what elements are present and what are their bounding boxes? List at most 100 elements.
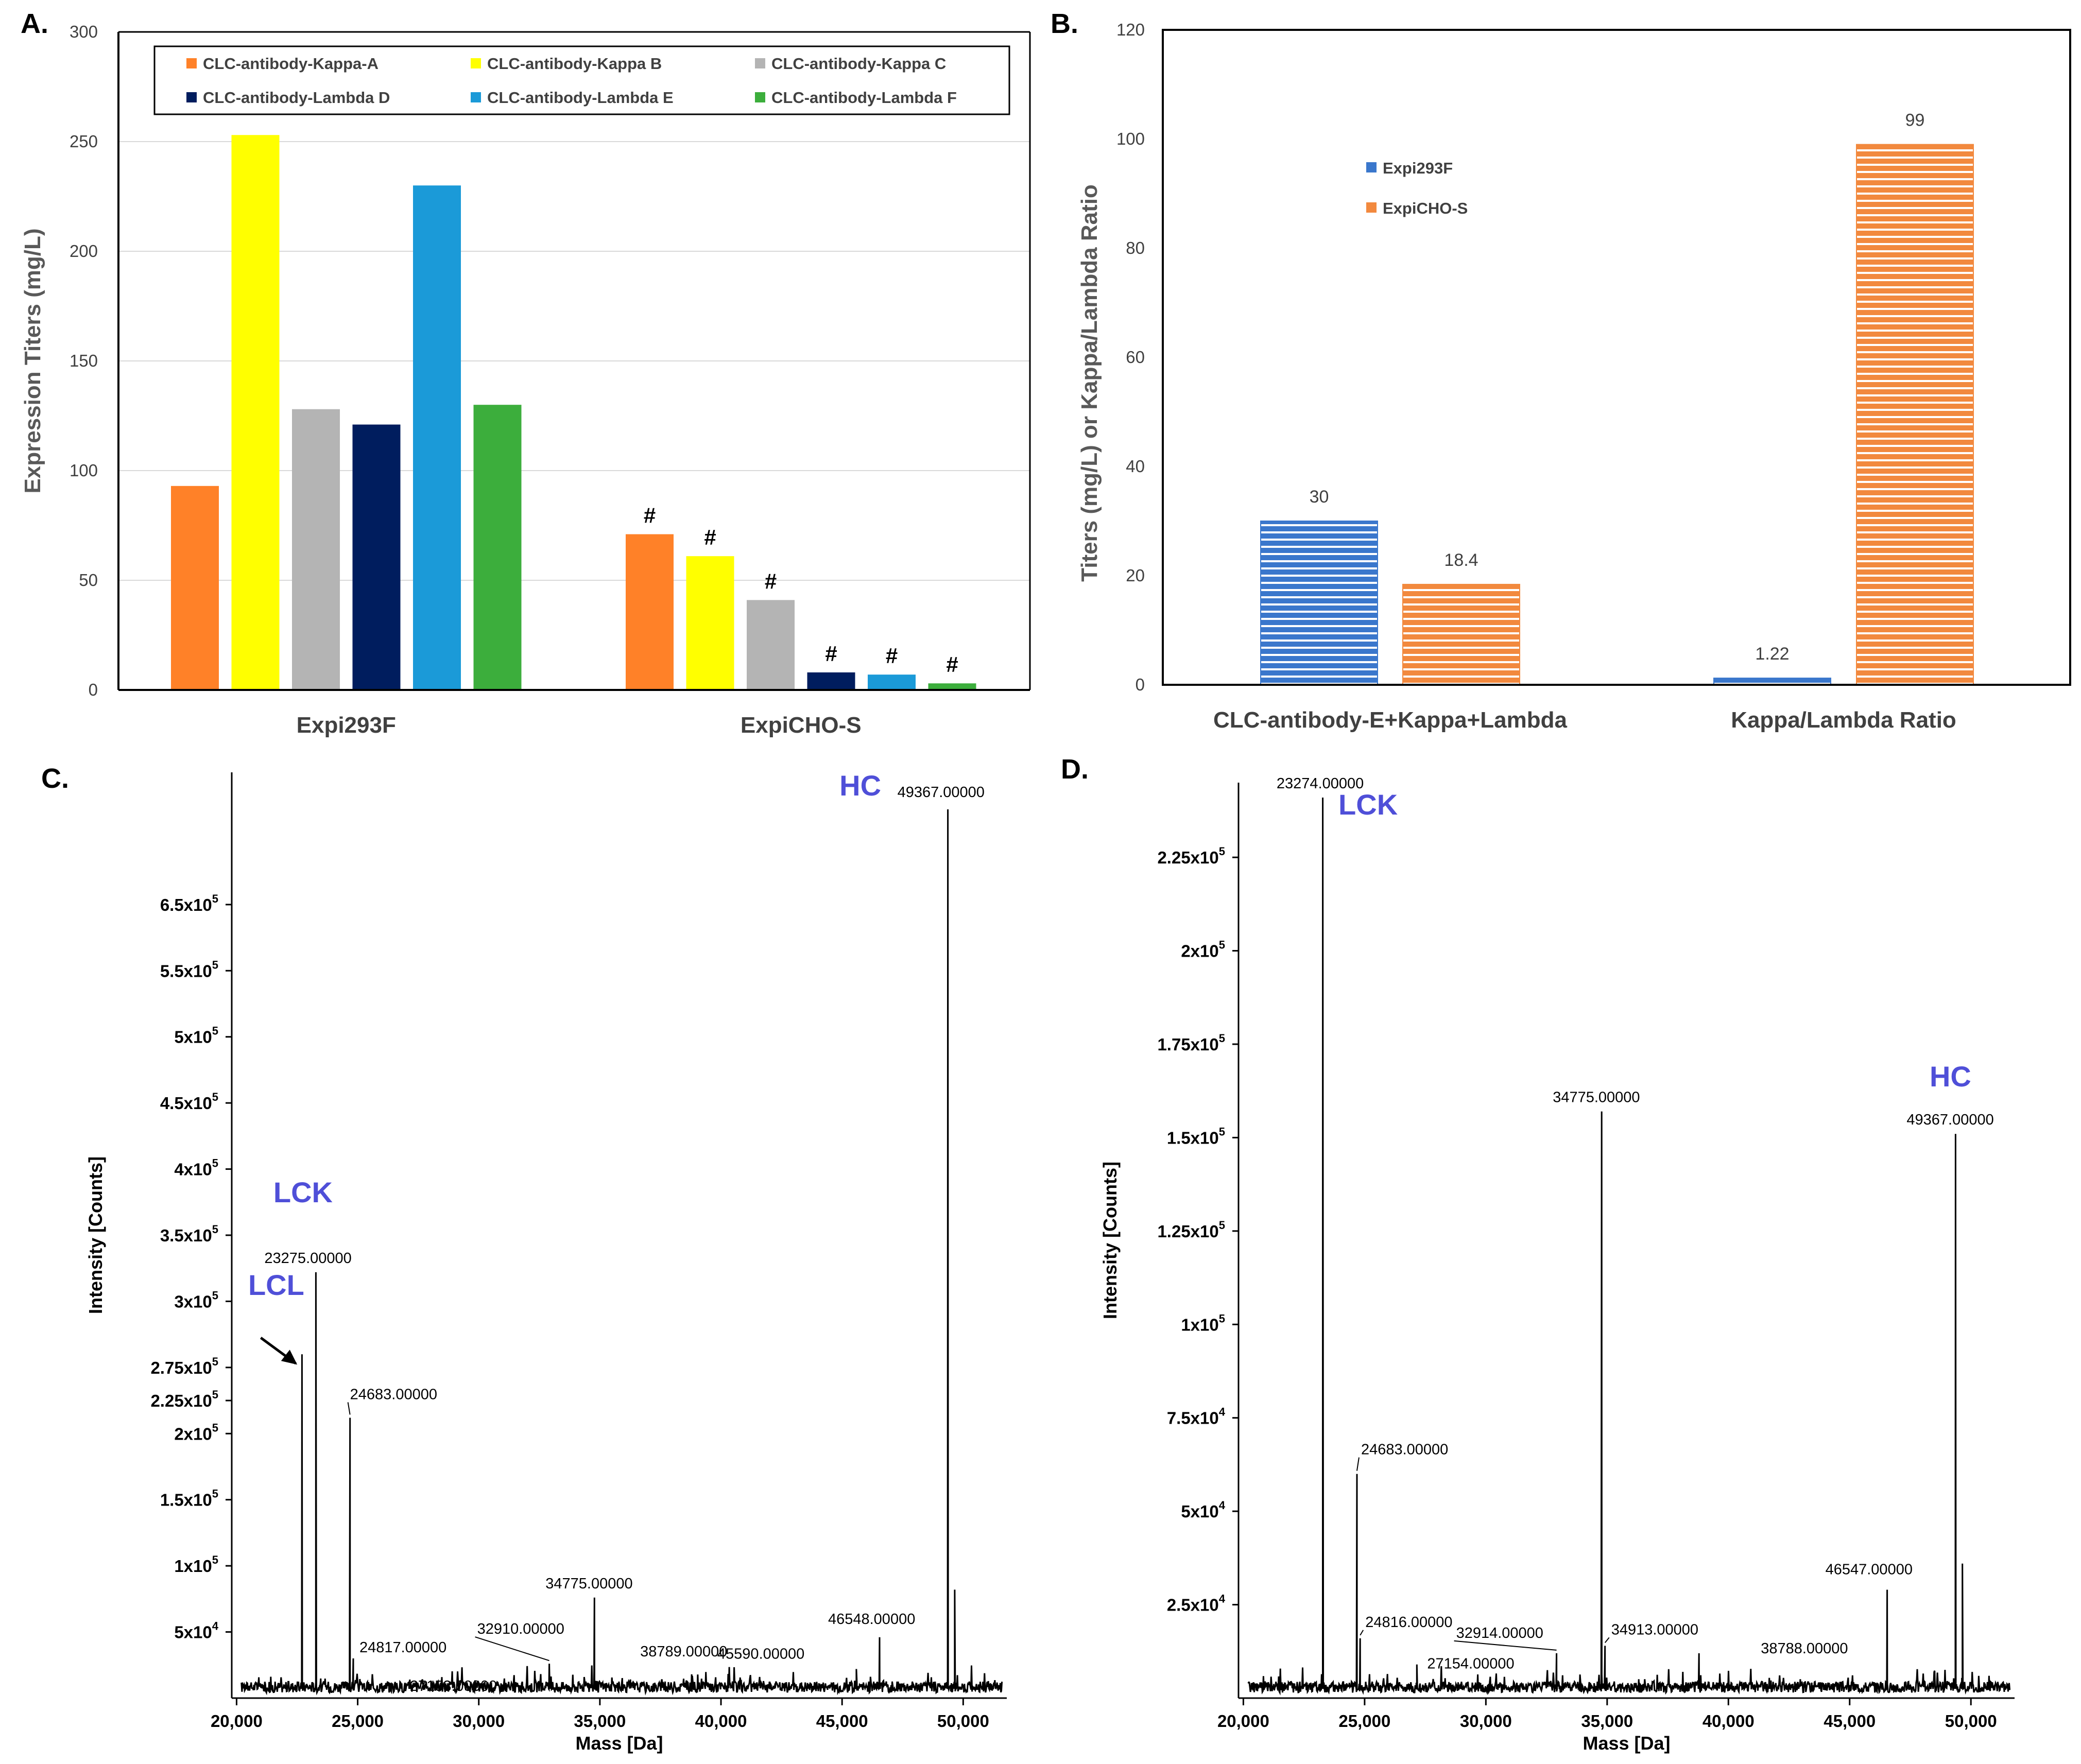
C-plot-y-tick-label: 5x104 <box>174 1620 218 1642</box>
C-plot-y-tick-label: 5x105 <box>174 1025 218 1047</box>
a-bar-clc-antibody-lambda-f-expicho-s <box>928 683 976 690</box>
a-legend-entry: CLC-antibody-Kappa-A <box>203 55 379 73</box>
D-plot-peak-label: 23274.00000 <box>1277 775 1364 792</box>
b-y-tick-label: 40 <box>1126 457 1145 476</box>
C-plot-annotation-hc: HC <box>839 769 881 802</box>
C-plot-x-tick-label: 35,000 <box>574 1711 626 1731</box>
C-plot-y-tick-label: 4.5x105 <box>160 1091 218 1113</box>
a-bar-clc-antibody-kappa-b-expicho-s <box>686 556 734 690</box>
C-plot-x-tick-label: 30,000 <box>453 1711 505 1731</box>
C-plot-x-tick-label: 50,000 <box>937 1711 989 1731</box>
C-plot-annotation-lcl: LCL <box>248 1269 304 1301</box>
C-plot-peak-leader <box>475 1636 549 1662</box>
C-plot-peak-label: 32910.00000 <box>477 1621 564 1637</box>
b-y-tick-label: 60 <box>1126 348 1145 367</box>
D-plot-x-tick-label: 45,000 <box>1824 1711 1876 1731</box>
a-legend-entry: CLC-antibody-Kappa B <box>487 55 662 73</box>
C-plot-peak-label: 46548.00000 <box>828 1611 915 1628</box>
b-bar-expicho-s-kappa-lambda-ratio <box>1856 144 1974 686</box>
a-legend-swatch <box>186 92 197 102</box>
D-plot-peak-leader <box>1360 1630 1364 1636</box>
panel-c-mass-spectrum: C. 20,000 25,000 30,000 35,000 40,000 45,000 5… <box>41 763 1007 1754</box>
D-plot-annotation-lck: LCK <box>1338 788 1398 821</box>
a-bar-clc-antibody-kappa-a-expicho-s <box>626 534 674 690</box>
C-plot-y-tick-label: 6.5x105 <box>160 892 218 914</box>
C-plot-y-axis-label: Intensity [Counts] <box>85 1156 106 1314</box>
C-plot-y-tick-label: 5.5x105 <box>160 958 218 980</box>
C-plot-y-tick-label: 1x105 <box>174 1553 218 1576</box>
a-bar-clc-antibody-kappa-b-expi293f <box>231 135 280 690</box>
a-legend-swatch <box>186 58 197 68</box>
C-plot-y-tick-label: 3x105 <box>174 1289 218 1311</box>
C-plot-y-tick-label: 2.25x105 <box>150 1388 218 1410</box>
a-bar-clc-antibody-lambda-e-expi293f <box>413 185 461 690</box>
D-plot-peak-label: 34913.00000 <box>1611 1621 1698 1638</box>
C-plot-y-tick-label: 2x105 <box>174 1421 218 1443</box>
a-legend-entry: CLC-antibody-Lambda E <box>487 89 674 107</box>
a-y-tick-label: 50 <box>79 570 98 590</box>
C-plot-peak-label: 49367.00000 <box>898 784 985 801</box>
panel-c-label: C. <box>41 763 69 794</box>
D-plot-peak-leader <box>1604 1637 1610 1644</box>
b-y-tick-label: 0 <box>1136 675 1145 694</box>
a-bar-clc-antibody-kappa-a-expi293f <box>171 486 219 690</box>
a-legend-entry: CLC-antibody-Lambda D <box>203 89 390 107</box>
C-plot-peak-label: 38789.00000 <box>640 1644 727 1660</box>
C-plot-x-axis-label: Mass [Da] <box>575 1733 663 1754</box>
a-bar-clc-antibody-lambda-e-expicho-s <box>868 675 916 690</box>
C-plot-peak-label: 34775.00000 <box>545 1576 632 1592</box>
a-legend-swatch <box>471 58 481 68</box>
panel-b-bar-chart: B. 30 18.4 1.22 99 0 20 40 60 80 100 120 Titers (m… <box>1051 8 2071 733</box>
b-y-tick-label: 120 <box>1116 20 1145 39</box>
C-plot-y-tick-label: 2.75x105 <box>150 1355 218 1377</box>
b-category-label: Kappa/Lambda Ratio <box>1731 707 1956 733</box>
D-plot-x-tick-label: 40,000 <box>1702 1711 1755 1731</box>
a-y-tick-label: 300 <box>70 22 98 41</box>
D-plot-peak-label: 49367.00000 <box>1906 1112 1993 1128</box>
a-category-label: Expi293F <box>297 713 396 738</box>
b-y-tick-label: 20 <box>1126 566 1145 585</box>
a-y-tick-label: 100 <box>70 461 98 480</box>
C-plot-peak-leader <box>347 1402 351 1415</box>
D-plot-y-tick-label: 5x104 <box>1181 1499 1225 1521</box>
b-data-label: 1.22 <box>1755 644 1789 664</box>
a-y-tick-label: 200 <box>70 241 98 261</box>
panel-d-label: D. <box>1061 754 1089 785</box>
b-legend-swatch <box>1366 202 1377 213</box>
C-plot-peak-label: 23275.00000 <box>264 1250 351 1267</box>
D-plot-peak-label: 27154.00000 <box>1427 1656 1514 1672</box>
D-plot-peak-label: 24683.00000 <box>1361 1442 1448 1458</box>
panel-b-label: B. <box>1051 8 1078 39</box>
D-plot-peak-label: 34775.00000 <box>1553 1089 1640 1106</box>
D-plot-x-tick-label: 25,000 <box>1338 1711 1390 1731</box>
C-plot-x-tick-label: 20,000 <box>211 1711 263 1731</box>
C-plot-y-tick-label: 4x105 <box>174 1157 218 1179</box>
a-y-tick-label: 250 <box>70 132 98 151</box>
D-plot-y-tick-label: 1x105 <box>1181 1312 1225 1334</box>
b-category-label: CLC-antibody-E+Kappa+Lambda <box>1213 707 1567 733</box>
panel-a-bar-chart: A. # # # # # # 0 50 100 150 200 250 300 Expression T… <box>20 8 1031 738</box>
a-bar-clc-antibody-kappa-c-expicho-s <box>747 600 795 690</box>
D-plot-y-tick-label: 1.75x105 <box>1157 1032 1225 1054</box>
a-bar-clc-antibody-kappa-c-expi293f <box>292 409 340 690</box>
a-bar-clc-antibody-lambda-f-expi293f <box>473 405 522 690</box>
a-legend-entry: CLC-antibody-Kappa C <box>771 55 946 73</box>
C-plot-spectrum-trace <box>240 809 1003 1696</box>
D-plot-spectrum-trace <box>1247 797 2011 1696</box>
a-legend-box <box>153 45 1010 115</box>
b-y-tick-label: 80 <box>1126 238 1145 257</box>
C-plot-peak-label: 45590.00000 <box>717 1646 804 1662</box>
D-plot-x-tick-label: 50,000 <box>1945 1711 1997 1731</box>
C-plot-y-tick-label: 1.5x105 <box>160 1488 218 1510</box>
a-y-tick-label: 0 <box>89 680 98 699</box>
a-bar-clc-antibody-lambda-d-expicho-s <box>807 672 855 690</box>
D-plot-annotation-hc: HC <box>1930 1060 1971 1093</box>
D-plot-y-tick-label: 2x105 <box>1181 939 1225 961</box>
a-significance-marker: # <box>825 642 837 666</box>
D-plot-x-axis-label: Mass [Da] <box>1583 1733 1670 1754</box>
D-plot-peak-label: 46547.00000 <box>1826 1562 1913 1578</box>
C-plot-x-tick-label: 45,000 <box>816 1711 868 1731</box>
D-plot-y-axis-label: Intensity [Counts] <box>1099 1162 1121 1319</box>
D-plot-y-tick-label: 1.25x105 <box>1157 1219 1225 1241</box>
